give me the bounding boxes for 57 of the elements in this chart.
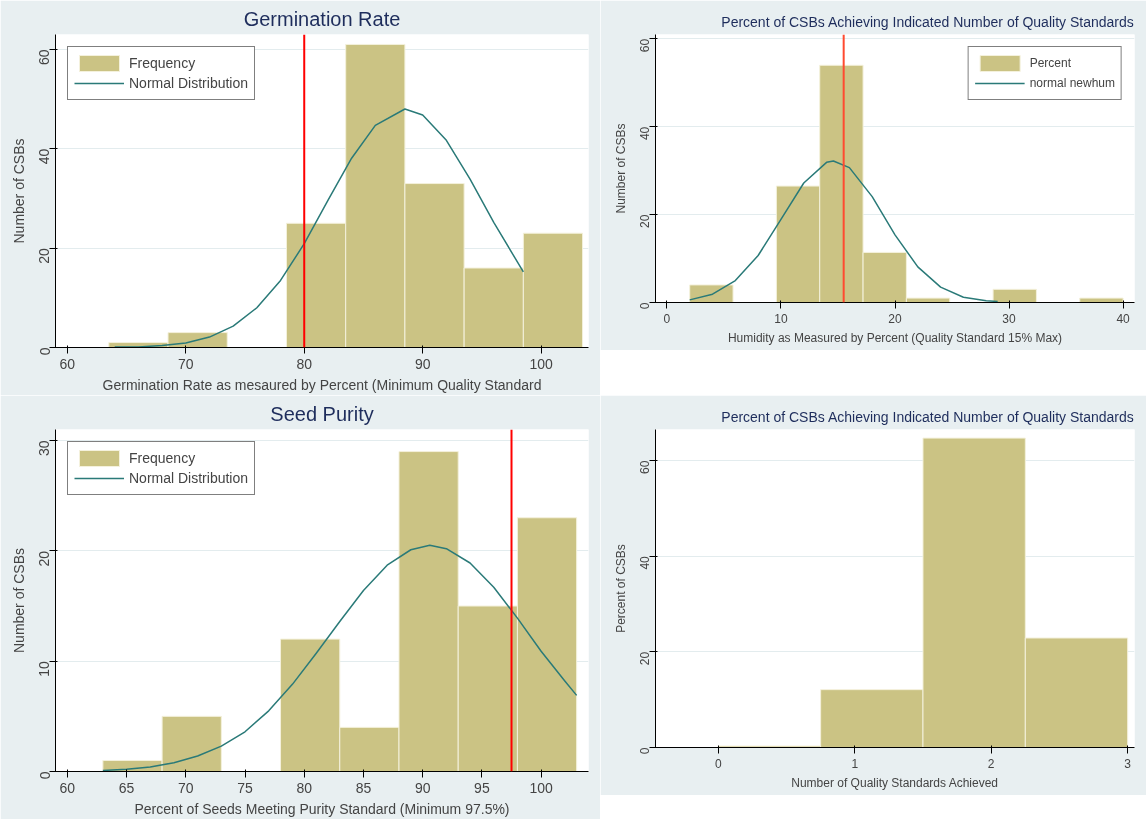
x-tick-label: 40 xyxy=(1116,311,1131,326)
x-tick-label: 20 xyxy=(888,311,902,326)
x-tick-label: 60 xyxy=(59,779,76,796)
legend-label: normal newhum xyxy=(1029,76,1115,90)
y-tick-label: 40 xyxy=(638,555,652,570)
legend-label: Percent xyxy=(1029,56,1071,70)
legend-label: Normal Distribution xyxy=(129,75,249,91)
chart-title: Percent of CSBs Achieving Indicated Number of Quality Standards xyxy=(721,13,1134,30)
chart-title: Percent of CSBs Achieving Indicated Number of Quality Standards xyxy=(721,408,1134,425)
y-tick-label: 0 xyxy=(638,747,652,755)
y-axis-title: Number of CSBs xyxy=(10,138,27,244)
x-tick-label: 30 xyxy=(1002,311,1017,326)
y-tick-label: 10 xyxy=(36,660,53,677)
y-tick-label: 20 xyxy=(638,651,652,666)
y-tick-label: 0 xyxy=(36,771,53,780)
x-tick-label: 80 xyxy=(296,779,313,796)
chart-title: Germination Rate xyxy=(243,7,401,30)
y-tick-label: 20 xyxy=(36,247,53,264)
x-tick-label: 100 xyxy=(529,355,554,372)
y-axis-title: Number of CSBs xyxy=(10,547,27,654)
x-tick-label: 10 xyxy=(774,311,788,326)
x-tick-label: 65 xyxy=(118,779,135,796)
x-tick-label: 100 xyxy=(529,779,554,796)
y-axis-title: Percent of CSBs xyxy=(613,544,628,633)
x-axis-title: Number of Quality Standards Achieved xyxy=(791,775,999,790)
x-tick-label: 80 xyxy=(296,355,313,372)
y-tick-label: 60 xyxy=(638,38,652,53)
y-tick-label: 60 xyxy=(638,460,652,474)
x-tick-label: 2 xyxy=(987,756,995,771)
x-tick-label: 70 xyxy=(178,355,194,372)
x-tick-label: 70 xyxy=(178,779,194,796)
x-tick-label: 90 xyxy=(414,355,431,372)
x-axis-title: Germination Rate as mesaured by Percent (Minimum Quality Standard xyxy=(102,376,542,393)
x-tick-label: 3 xyxy=(1124,756,1132,771)
x-axis-title: Humidity as Measured by Percent (Quality Standard 15% Max) xyxy=(727,330,1063,345)
y-tick-label: 60 xyxy=(36,49,53,65)
y-tick-label: 20 xyxy=(36,550,53,567)
x-tick-label: 90 xyxy=(414,779,431,796)
chart-title: Seed Purity xyxy=(270,402,374,425)
x-tick-label: 75 xyxy=(237,779,254,796)
y-tick-label: 40 xyxy=(36,148,53,165)
x-tick-label: 95 xyxy=(474,779,490,796)
x-tick-label: 85 xyxy=(355,779,372,796)
x-tick-label: 60 xyxy=(59,355,76,372)
legend-label: Frequency xyxy=(129,55,196,71)
y-tick-label: 20 xyxy=(638,214,652,228)
x-axis-title: Percent of Seeds Meeting Purity Standard (Minimum 97.5%) xyxy=(134,800,510,817)
legend-label: Normal Distribution xyxy=(129,470,249,486)
x-tick-label: 0 xyxy=(663,311,671,326)
y-tick-label: 0 xyxy=(638,302,652,310)
x-tick-label: 1 xyxy=(851,756,859,771)
legend-label: Frequency xyxy=(129,450,196,466)
y-tick-label: 40 xyxy=(638,126,652,141)
y-tick-label: 30 xyxy=(36,440,53,457)
y-tick-label: 0 xyxy=(36,347,53,356)
y-axis-title: Number of CSBs xyxy=(613,123,628,214)
x-tick-label: 0 xyxy=(714,756,722,771)
